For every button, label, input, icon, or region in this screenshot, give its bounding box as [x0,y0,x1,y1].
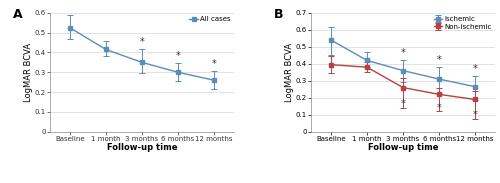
Text: *: * [400,48,406,58]
Text: *: * [473,110,478,120]
Text: *: * [176,51,180,61]
Text: *: * [212,59,216,69]
Text: *: * [436,103,442,113]
Legend: Ischemic, Non-ischemic: Ischemic, Non-ischemic [434,16,492,30]
X-axis label: Follow-up time: Follow-up time [106,143,177,152]
Y-axis label: LogMAR BCVA: LogMAR BCVA [286,43,294,102]
Text: A: A [13,8,23,21]
Text: *: * [473,64,478,74]
Text: B: B [274,8,284,21]
Text: *: * [436,55,442,65]
Text: *: * [400,99,406,109]
Legend: All cases: All cases [190,16,230,22]
X-axis label: Follow-up time: Follow-up time [368,143,438,152]
Text: *: * [140,37,144,47]
Y-axis label: LogMAR BCVA: LogMAR BCVA [24,43,33,102]
